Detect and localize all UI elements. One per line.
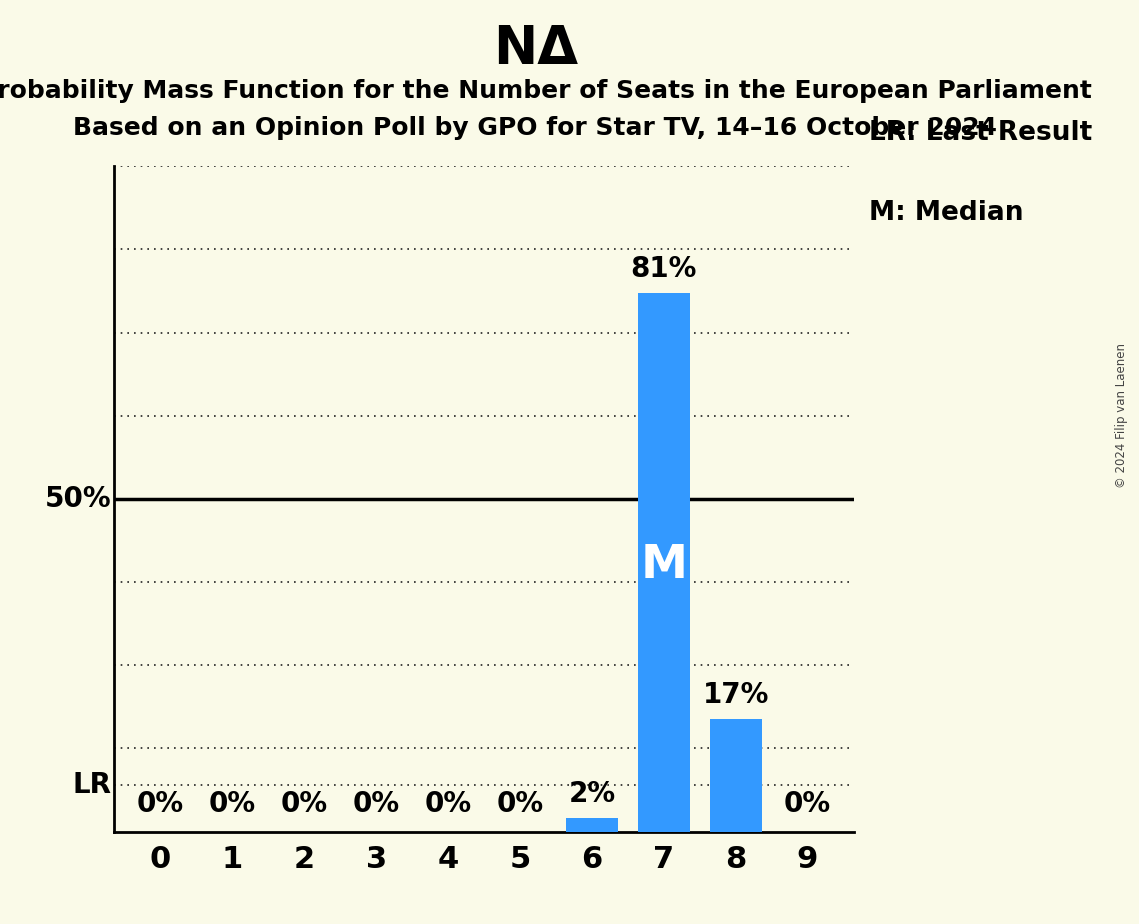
Text: 0%: 0% — [425, 790, 472, 819]
Text: Based on an Opinion Poll by GPO for Star TV, 14–16 October 2024: Based on an Opinion Poll by GPO for Star… — [73, 116, 998, 140]
Bar — [710, 719, 762, 832]
Text: LR: Last Result: LR: Last Result — [869, 120, 1092, 146]
Text: M: M — [640, 543, 687, 588]
Text: M: Median: M: Median — [869, 200, 1024, 225]
Text: 0%: 0% — [281, 790, 328, 819]
Text: 0%: 0% — [137, 790, 185, 819]
Bar — [566, 819, 617, 832]
Text: 0%: 0% — [784, 790, 831, 819]
Text: 0%: 0% — [208, 790, 256, 819]
Text: 50%: 50% — [46, 485, 112, 513]
Text: © 2024 Filip van Laenen: © 2024 Filip van Laenen — [1115, 344, 1129, 488]
Text: 81%: 81% — [631, 255, 697, 283]
Bar — [638, 293, 689, 832]
Text: 0%: 0% — [497, 790, 543, 819]
Text: NΔ: NΔ — [493, 23, 577, 75]
Text: LR: LR — [73, 771, 112, 799]
Text: 17%: 17% — [703, 680, 769, 709]
Text: 0%: 0% — [353, 790, 400, 819]
Text: 2%: 2% — [568, 780, 615, 808]
Text: Probability Mass Function for the Number of Seats in the European Parliament: Probability Mass Function for the Number… — [0, 79, 1092, 103]
